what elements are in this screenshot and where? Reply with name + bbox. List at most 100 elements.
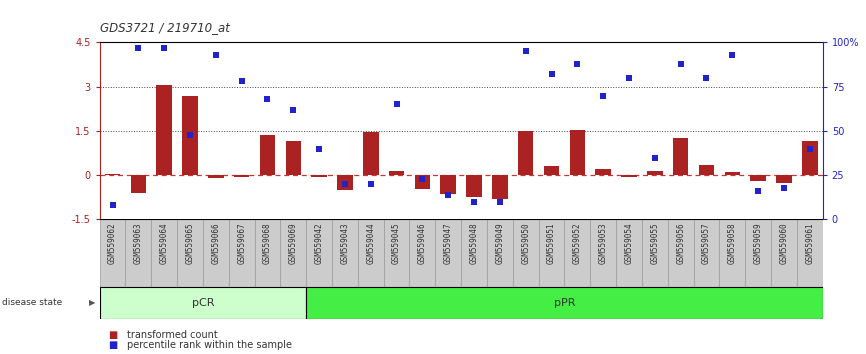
Text: GSM559066: GSM559066	[211, 223, 220, 264]
Text: GSM559055: GSM559055	[650, 223, 659, 264]
Bar	[699, 165, 714, 175]
Bar	[750, 175, 766, 181]
Text: ■: ■	[108, 340, 118, 350]
Bar	[461, 219, 487, 287]
Text: GSM559059: GSM559059	[753, 223, 763, 264]
Bar	[492, 175, 507, 199]
Point	[597, 93, 611, 98]
Bar	[260, 135, 275, 175]
Bar	[746, 219, 771, 287]
Bar	[312, 175, 326, 177]
Bar	[466, 175, 481, 198]
Text: GSM559056: GSM559056	[676, 223, 685, 264]
Point	[132, 45, 145, 51]
Bar	[487, 219, 513, 287]
Bar	[616, 219, 642, 287]
Point	[726, 52, 740, 58]
Bar	[410, 219, 436, 287]
Bar	[565, 219, 591, 287]
Bar	[177, 219, 203, 287]
Text: GSM559061: GSM559061	[805, 223, 814, 264]
Bar	[358, 219, 384, 287]
Point	[519, 48, 533, 54]
Text: GSM559051: GSM559051	[547, 223, 556, 264]
Text: GSM559050: GSM559050	[521, 223, 530, 264]
Text: GSM559049: GSM559049	[495, 223, 504, 264]
Text: GSM559045: GSM559045	[392, 223, 401, 264]
Bar	[673, 138, 688, 175]
Point	[261, 96, 275, 102]
Point	[183, 132, 197, 137]
Text: GSM559053: GSM559053	[598, 223, 608, 264]
Bar	[441, 175, 456, 194]
Bar	[591, 219, 616, 287]
Bar	[436, 219, 461, 287]
Bar	[337, 175, 352, 190]
Point	[442, 192, 456, 198]
Bar	[621, 175, 637, 177]
Point	[700, 75, 714, 81]
Bar	[157, 85, 171, 175]
Text: pCR: pCR	[191, 298, 214, 308]
Text: ■: ■	[108, 330, 118, 339]
Bar	[544, 166, 559, 175]
Point	[751, 188, 765, 194]
Bar	[234, 175, 249, 177]
Text: GSM559054: GSM559054	[624, 223, 634, 264]
Text: GSM559047: GSM559047	[443, 223, 453, 264]
Text: GSM559065: GSM559065	[185, 223, 195, 264]
Bar	[363, 132, 378, 175]
Point	[571, 61, 585, 67]
Bar	[642, 219, 668, 287]
Bar	[694, 219, 720, 287]
Point	[209, 52, 223, 58]
Text: GSM559069: GSM559069	[288, 223, 298, 264]
Bar	[570, 130, 585, 175]
Bar	[797, 219, 823, 287]
Point	[235, 79, 249, 84]
Text: GSM559057: GSM559057	[702, 223, 711, 264]
Text: GSM559042: GSM559042	[314, 223, 324, 264]
Text: GSM559044: GSM559044	[366, 223, 375, 264]
Bar	[286, 141, 301, 175]
Point	[312, 146, 326, 152]
Bar	[647, 171, 662, 175]
Point	[674, 61, 688, 67]
Text: GSM559048: GSM559048	[469, 223, 479, 264]
Point	[390, 102, 404, 107]
Text: GSM559060: GSM559060	[779, 223, 788, 264]
Bar	[776, 175, 792, 183]
Bar	[518, 131, 533, 175]
Text: percentile rank within the sample: percentile rank within the sample	[127, 340, 293, 350]
Bar	[126, 219, 152, 287]
Bar	[539, 219, 565, 287]
Point	[338, 181, 352, 187]
Bar	[203, 219, 229, 287]
Point	[493, 199, 507, 205]
Text: GSM559067: GSM559067	[237, 223, 246, 264]
Text: ▶: ▶	[88, 298, 95, 307]
Text: GSM559046: GSM559046	[418, 223, 427, 264]
Bar	[131, 175, 146, 193]
Text: GSM559052: GSM559052	[573, 223, 582, 264]
Point	[545, 72, 559, 77]
Bar	[100, 287, 307, 319]
Bar	[255, 219, 281, 287]
Bar	[208, 175, 223, 178]
Text: GSM559068: GSM559068	[263, 223, 272, 264]
Point	[777, 185, 791, 190]
Bar	[384, 219, 410, 287]
Bar	[307, 287, 823, 319]
Point	[648, 155, 662, 160]
Bar	[229, 219, 255, 287]
Bar	[105, 174, 120, 175]
Point	[364, 181, 378, 187]
Point	[106, 202, 120, 208]
Bar	[596, 169, 611, 175]
Bar	[513, 219, 539, 287]
Bar	[182, 96, 197, 175]
Bar	[415, 175, 430, 188]
Bar	[100, 219, 126, 287]
Bar	[802, 141, 818, 175]
Bar	[771, 219, 797, 287]
